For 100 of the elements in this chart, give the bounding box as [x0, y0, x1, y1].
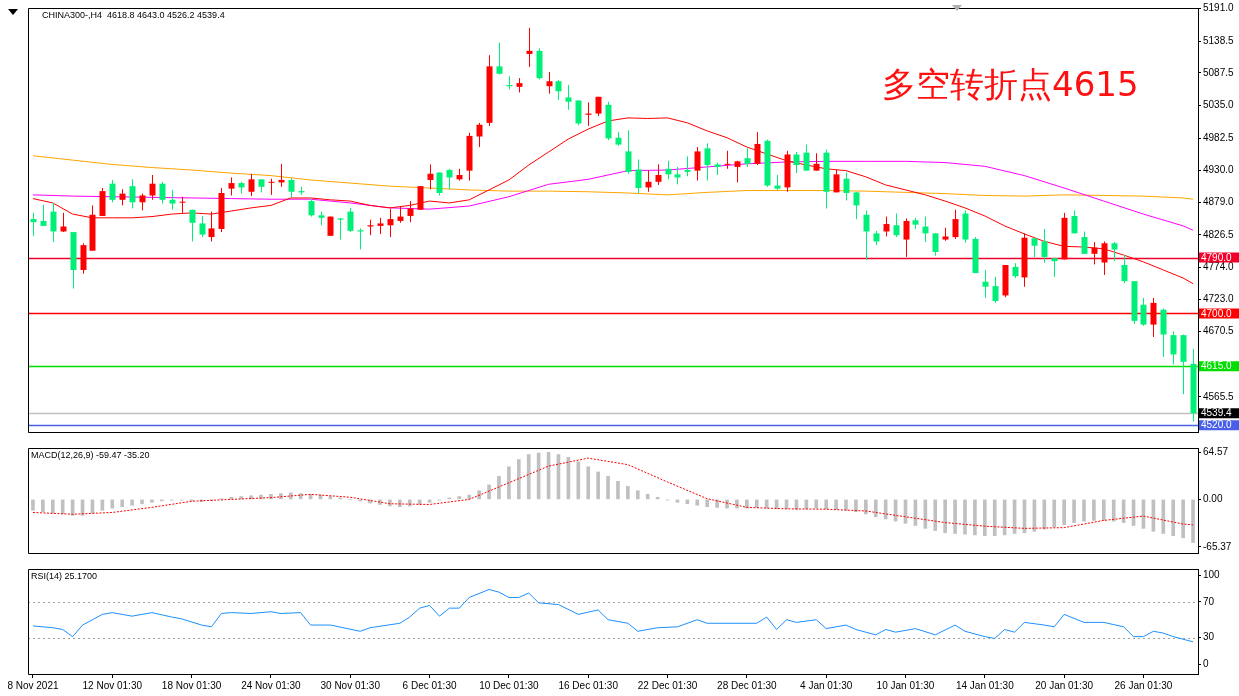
bar [854, 499, 858, 513]
chart-title: MACD(12,26,9) -59.47 -35.20 [31, 449, 150, 460]
candlestick [704, 142, 711, 182]
candlestick [655, 163, 662, 186]
ref-line-label: 4790.0 [1201, 251, 1233, 263]
y-tick-label: 4879.0 [1203, 196, 1235, 208]
candlestick [1121, 254, 1128, 284]
y-tick-label: 4826.5 [1203, 228, 1235, 240]
y-tick-label: 100 [1203, 568, 1221, 580]
candlestick [843, 172, 850, 201]
candlestick [347, 207, 354, 233]
x-tick-label: 18 Nov 01:30 [161, 679, 222, 691]
bar [764, 499, 769, 509]
candlestick [526, 27, 533, 68]
chart-title: CHINA300-,H4 4618.8 4643.0 4526.2 4539.4 [42, 9, 225, 20]
bar [1191, 499, 1195, 543]
candlestick [268, 178, 275, 196]
x-tick-label: 24 Nov 01:30 [241, 679, 302, 691]
candlestick [228, 176, 235, 196]
bar [645, 494, 650, 500]
candlestick [1170, 330, 1177, 365]
bar [963, 499, 967, 535]
candlestick [803, 144, 810, 172]
candlestick [565, 84, 572, 111]
bar [586, 466, 591, 500]
candlestick [992, 276, 999, 304]
bar [516, 459, 521, 500]
bar [844, 499, 848, 511]
candlestick [199, 215, 206, 238]
y-tick-label: 4774.0 [1203, 261, 1235, 273]
candlestick [724, 150, 731, 170]
y-tick-label: 5035.0 [1203, 99, 1235, 111]
bar [824, 499, 829, 510]
bar [1161, 499, 1166, 534]
candlestick [417, 185, 424, 211]
x-tick-label: 14 Jan 01:30 [955, 679, 1015, 691]
candlestick [546, 71, 553, 95]
bar [705, 499, 710, 507]
candlestick [109, 179, 116, 203]
candlestick [575, 100, 582, 126]
x-tick-label: 6 Dec 01:30 [402, 679, 457, 691]
bar [982, 499, 987, 536]
bar [31, 499, 35, 511]
candlestick [1101, 240, 1108, 276]
ref-line-label: 4520.0 [1201, 419, 1233, 431]
bar [635, 490, 640, 500]
candlestick [189, 209, 196, 242]
candlestick [982, 269, 989, 299]
bar [1101, 499, 1106, 521]
candlestick [625, 129, 632, 175]
candlestick [1051, 257, 1058, 278]
x-tick-label: 12 Nov 01:30 [82, 679, 143, 691]
bar [388, 499, 392, 507]
bar [745, 499, 749, 509]
bar [1092, 499, 1096, 521]
candlestick [793, 151, 800, 174]
candlestick [932, 232, 939, 257]
bar [1171, 499, 1176, 536]
candlestick [893, 212, 900, 238]
bar [864, 499, 868, 515]
bar [754, 499, 759, 508]
annotation: 多空转折点4615 [882, 63, 1139, 106]
x-tick-label: 28 Dec 01:30 [717, 679, 778, 691]
bar [626, 486, 630, 500]
bar [457, 496, 462, 500]
candlestick [1031, 237, 1038, 258]
bar [120, 499, 125, 507]
candlestick [129, 178, 136, 210]
bar [1062, 499, 1066, 526]
candlestick [903, 217, 910, 258]
x-tick-label: 4 Jan 01:30 [800, 679, 853, 691]
candlestick [863, 209, 870, 261]
y-tick-label: 0 [1203, 657, 1209, 669]
candlestick [555, 79, 562, 101]
y-tick-label: 70 [1203, 595, 1215, 607]
bar [150, 499, 154, 503]
bar [953, 499, 957, 534]
candlestick [427, 163, 434, 190]
candlestick [208, 211, 215, 242]
bar [873, 499, 878, 518]
y-tick-label: 5087.5 [1203, 66, 1235, 78]
x-tick-label: 16 Dec 01:30 [558, 679, 619, 691]
y-tick-label: 0.00 [1203, 493, 1223, 505]
candlestick [308, 198, 315, 218]
ref-line-label: 4700.0 [1201, 307, 1233, 319]
bar [616, 480, 620, 500]
ref-line-label: 4539.4 [1201, 407, 1233, 419]
x-tick-label: 22 Dec 01:30 [637, 679, 698, 691]
bar [130, 499, 134, 506]
candlestick [179, 196, 186, 214]
candlestick [149, 174, 156, 201]
candlestick [684, 155, 691, 177]
bar [1181, 499, 1185, 539]
candlestick [1081, 230, 1088, 255]
bar [973, 499, 977, 536]
candlestick [754, 131, 761, 166]
candlestick [387, 208, 394, 238]
ref-line-label: 4615.0 [1201, 360, 1233, 372]
candlestick [883, 216, 890, 237]
y-tick-label: 64.57 [1203, 446, 1229, 458]
